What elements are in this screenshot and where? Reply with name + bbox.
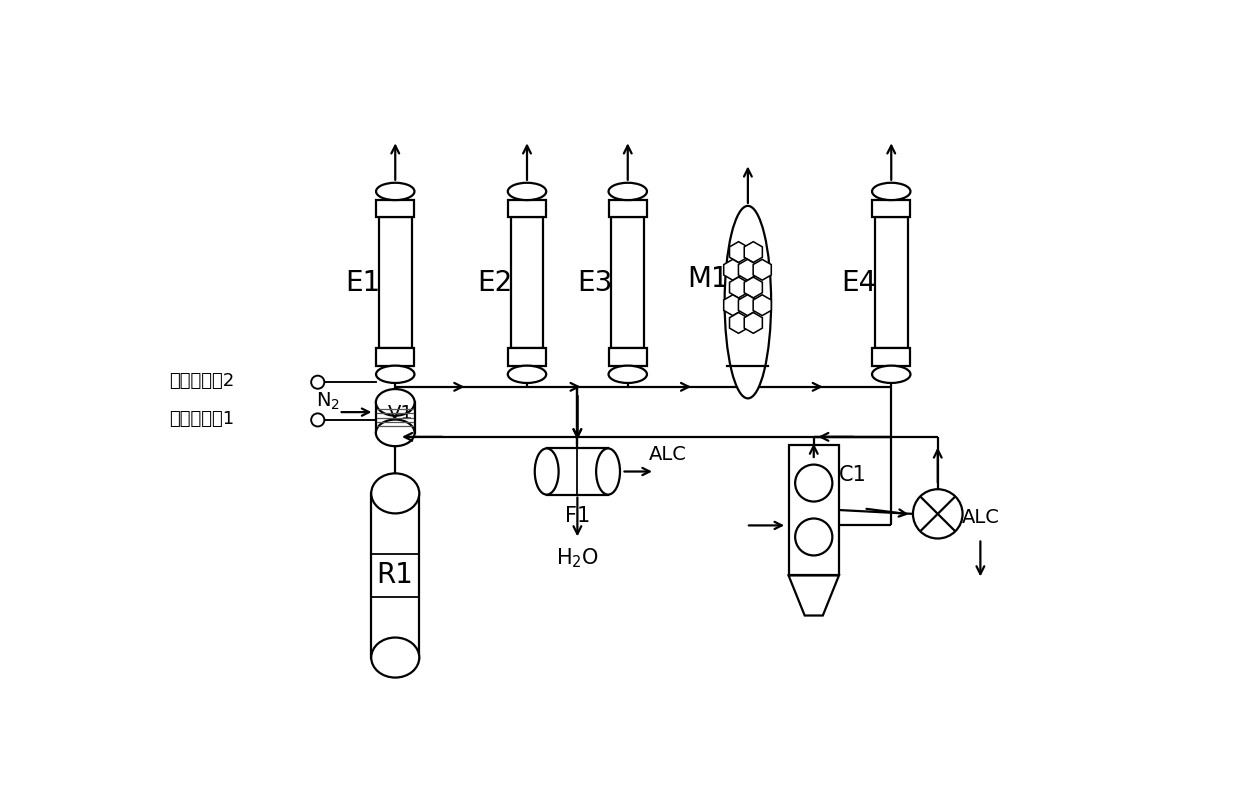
Bar [508,200,546,217]
Bar [609,348,647,365]
Text: 在线测氧仪2: 在线测氧仪2 [169,373,234,390]
Text: M1: M1 [687,265,728,293]
Bar [376,200,414,217]
Ellipse shape [508,183,546,200]
Text: F1: F1 [564,506,590,526]
Ellipse shape [609,183,647,200]
Text: E4: E4 [841,269,877,297]
Bar [875,217,908,348]
Bar [376,402,414,433]
Bar [609,200,647,217]
Bar [379,217,412,348]
Bar [376,348,414,365]
Circle shape [311,376,325,389]
Ellipse shape [376,389,414,416]
Polygon shape [789,575,839,615]
Bar [547,448,608,495]
Text: ALC: ALC [649,445,687,464]
Ellipse shape [872,365,910,383]
Ellipse shape [872,183,910,200]
Bar [508,348,546,365]
Ellipse shape [376,420,414,446]
Text: E2: E2 [477,269,512,297]
Text: 在线测氧仪1: 在线测氧仪1 [169,410,234,429]
Bar [511,217,543,348]
Bar [872,200,910,217]
Bar [611,217,644,348]
Bar [872,348,910,365]
Ellipse shape [376,183,414,200]
Ellipse shape [508,365,546,383]
Text: ALC: ALC [961,508,999,527]
Text: N$_2$: N$_2$ [316,391,340,412]
Text: E1: E1 [345,269,381,297]
Text: R1: R1 [376,562,413,590]
Ellipse shape [376,365,414,383]
Bar [371,493,419,658]
Ellipse shape [724,206,771,398]
Ellipse shape [371,473,419,513]
Circle shape [913,489,962,539]
Bar [789,444,839,575]
Text: C1: C1 [838,465,867,485]
Circle shape [311,413,325,426]
Ellipse shape [596,448,620,495]
Ellipse shape [534,448,558,495]
Ellipse shape [371,638,419,678]
Ellipse shape [609,365,647,383]
Text: V1: V1 [388,405,414,423]
Text: H$_2$O: H$_2$O [556,546,599,570]
Text: E3: E3 [578,269,613,297]
